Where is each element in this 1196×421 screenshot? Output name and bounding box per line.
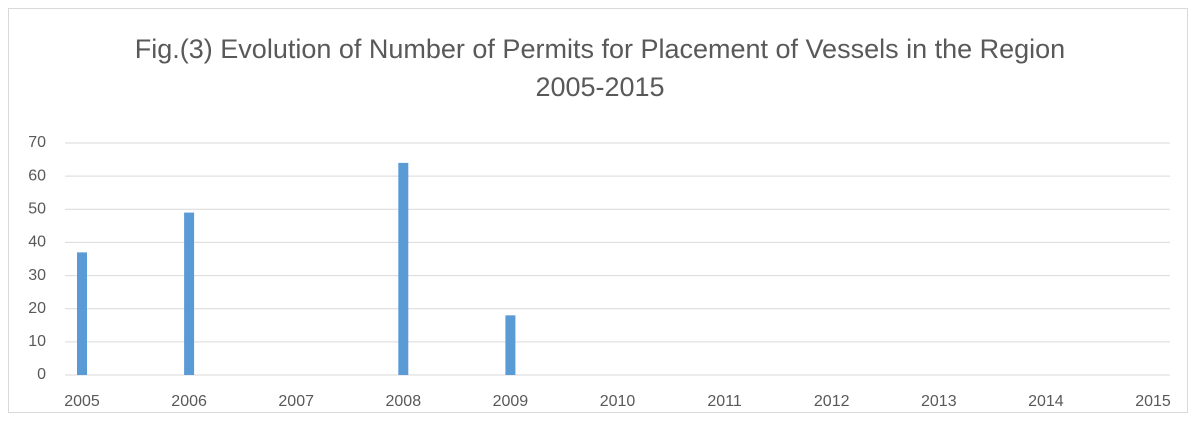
chart-frame xyxy=(8,8,1188,413)
x-tick-label: 2011 xyxy=(707,393,742,410)
x-tick-label: 2006 xyxy=(171,393,207,410)
x-tick-label: 2014 xyxy=(1028,393,1064,410)
x-tick-label: 2010 xyxy=(600,393,636,410)
x-tick-label: 2005 xyxy=(64,393,100,410)
x-tick-label: 2015 xyxy=(1135,393,1171,410)
bar xyxy=(398,162,409,375)
y-tick-label: 60 xyxy=(28,167,46,184)
y-tick-label: 0 xyxy=(37,366,46,383)
y-tick-label: 70 xyxy=(28,134,46,151)
y-tick-label: 50 xyxy=(28,201,46,218)
bar xyxy=(505,315,516,375)
x-tick-label: 2009 xyxy=(493,393,529,410)
y-tick-label: 10 xyxy=(28,333,46,350)
x-tick-label: 2007 xyxy=(278,393,314,410)
x-tick-label: 2008 xyxy=(386,393,422,410)
y-tick-label: 40 xyxy=(28,234,46,251)
y-tick-label: 30 xyxy=(28,267,46,284)
bar xyxy=(184,212,195,375)
bar xyxy=(77,252,87,375)
y-tick-label: 20 xyxy=(28,300,46,317)
x-tick-label: 2012 xyxy=(814,393,850,410)
chart-title: Fig.(3) Evolution of Number of Permits f… xyxy=(134,34,1066,102)
x-tick-label: 2013 xyxy=(921,393,957,410)
